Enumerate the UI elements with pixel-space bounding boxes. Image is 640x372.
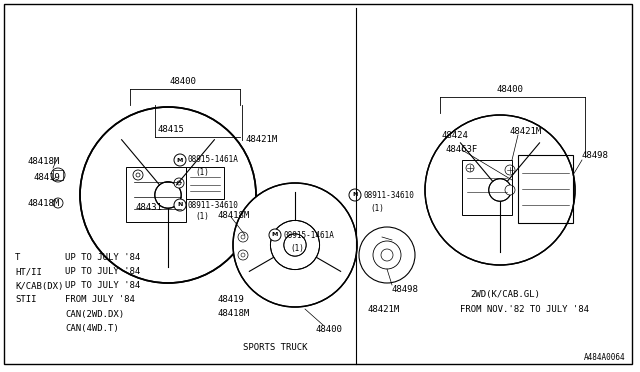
Circle shape	[271, 221, 319, 270]
Text: N: N	[352, 192, 358, 198]
Text: 48431: 48431	[136, 202, 163, 212]
Text: 2WD(K/CAB.GL): 2WD(K/CAB.GL)	[470, 291, 540, 299]
Text: 48418M: 48418M	[28, 157, 60, 166]
Circle shape	[284, 234, 306, 256]
Text: 48400: 48400	[497, 84, 524, 93]
Circle shape	[174, 199, 186, 211]
Circle shape	[359, 227, 415, 283]
Circle shape	[174, 154, 186, 166]
Circle shape	[269, 229, 281, 241]
Text: 48419: 48419	[34, 173, 61, 182]
Circle shape	[466, 164, 474, 172]
Text: 48421M: 48421M	[367, 305, 399, 314]
Text: 48400: 48400	[170, 77, 196, 86]
Circle shape	[155, 182, 181, 208]
Text: 48463F: 48463F	[445, 145, 477, 154]
Circle shape	[233, 183, 357, 307]
Circle shape	[133, 170, 143, 180]
Circle shape	[425, 115, 575, 265]
Circle shape	[174, 178, 184, 188]
Circle shape	[238, 232, 248, 242]
Text: M: M	[272, 232, 278, 237]
Text: 48424: 48424	[442, 131, 469, 140]
Text: SPORTS TRUCK: SPORTS TRUCK	[243, 343, 307, 352]
Text: CAN(4WD.T): CAN(4WD.T)	[65, 324, 119, 333]
Text: M: M	[177, 157, 183, 163]
Circle shape	[349, 189, 361, 201]
Circle shape	[53, 198, 63, 208]
Text: (1): (1)	[195, 212, 209, 221]
Text: 08911-34610: 08911-34610	[363, 190, 414, 199]
Text: 48419: 48419	[218, 295, 245, 305]
Text: 08911-34610: 08911-34610	[188, 201, 239, 209]
Text: 48418M: 48418M	[218, 308, 250, 317]
Text: (1): (1)	[370, 203, 384, 212]
Circle shape	[489, 179, 511, 201]
Text: UP TO JULY '84: UP TO JULY '84	[65, 267, 140, 276]
Circle shape	[238, 250, 248, 260]
Circle shape	[505, 165, 515, 175]
Text: FROM JULY '84: FROM JULY '84	[65, 295, 135, 305]
Text: STII: STII	[15, 295, 36, 305]
Text: T: T	[15, 253, 20, 263]
Text: 48421M: 48421M	[245, 135, 277, 144]
Text: 48418M: 48418M	[28, 199, 60, 208]
Text: FROM NOV.'82 TO JULY '84: FROM NOV.'82 TO JULY '84	[460, 305, 589, 314]
Text: 08915-1461A: 08915-1461A	[188, 155, 239, 164]
Text: K/CAB(DX): K/CAB(DX)	[15, 282, 63, 291]
Text: HT/II: HT/II	[15, 267, 42, 276]
Text: (1): (1)	[290, 244, 304, 253]
Circle shape	[505, 185, 515, 195]
Text: A484A0064: A484A0064	[584, 353, 625, 362]
Text: N: N	[177, 202, 182, 208]
Text: UP TO JULY '84: UP TO JULY '84	[65, 253, 140, 263]
Text: 48498: 48498	[392, 285, 419, 295]
Text: CAN(2WD.DX): CAN(2WD.DX)	[65, 310, 124, 318]
Text: 08915-1461A: 08915-1461A	[283, 231, 334, 240]
Text: 48415: 48415	[158, 125, 185, 134]
Text: 48400: 48400	[315, 324, 342, 334]
Circle shape	[80, 107, 256, 283]
Text: 48498: 48498	[582, 151, 609, 160]
Text: UP TO JULY '84: UP TO JULY '84	[65, 282, 140, 291]
Text: 48418M: 48418M	[218, 211, 250, 219]
Text: (1): (1)	[195, 169, 209, 177]
Circle shape	[51, 168, 65, 182]
Text: 48421M: 48421M	[510, 128, 542, 137]
